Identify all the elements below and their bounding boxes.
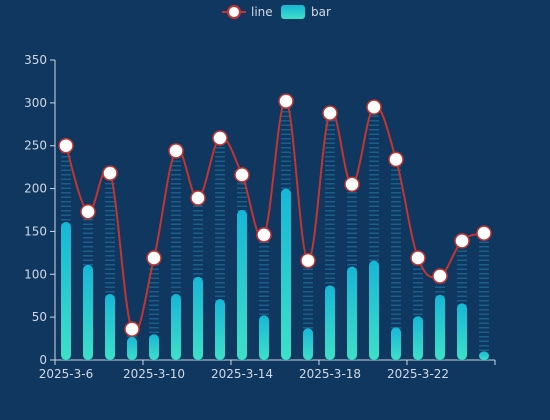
y-axis-ticks: 0 50 100 150 200 250 300 350 xyxy=(24,53,55,367)
line-point[interactable] xyxy=(344,176,360,193)
line-point[interactable] xyxy=(410,250,426,266)
bar-series xyxy=(61,188,489,360)
bar[interactable] xyxy=(149,334,159,360)
line-point[interactable] xyxy=(234,167,250,183)
bar[interactable] xyxy=(303,328,313,360)
bar[interactable] xyxy=(413,316,423,360)
line-point[interactable] xyxy=(168,143,184,159)
legend-label-bar: bar xyxy=(311,5,331,19)
line-point[interactable] xyxy=(256,227,272,243)
line-path xyxy=(65,100,485,333)
bar[interactable] xyxy=(479,351,489,360)
y-tick-label: 0 xyxy=(39,353,47,367)
legend[interactable]: line bar xyxy=(222,5,331,19)
bar[interactable] xyxy=(215,299,225,360)
line-point[interactable] xyxy=(476,225,492,241)
line-series xyxy=(58,93,492,337)
bar[interactable] xyxy=(105,294,115,360)
bar[interactable] xyxy=(193,276,203,360)
bar[interactable] xyxy=(61,222,71,360)
line-point[interactable] xyxy=(124,321,140,337)
bar[interactable] xyxy=(237,210,247,360)
line-point[interactable] xyxy=(278,93,294,109)
line-point[interactable] xyxy=(366,99,382,115)
bar[interactable] xyxy=(281,188,291,360)
line-point[interactable] xyxy=(454,233,470,249)
bar[interactable] xyxy=(127,336,137,360)
legend-item-line[interactable]: line xyxy=(222,5,273,19)
y-tick-label: 350 xyxy=(24,53,47,67)
x-axis-ticks: 2025-3-6 2025-3-10 2025-3-14 2025-3-18 2025-… xyxy=(39,360,496,381)
x-tick-label: 2025-3-18 xyxy=(299,367,361,381)
line-point[interactable] xyxy=(146,250,162,266)
bar[interactable] xyxy=(435,294,445,360)
x-tick-label: 2025-3-6 xyxy=(39,367,93,381)
y-tick-label: 50 xyxy=(32,310,47,324)
y-tick-label: 150 xyxy=(24,224,47,238)
bar[interactable] xyxy=(391,327,401,360)
line-point[interactable] xyxy=(300,252,316,269)
bar[interactable] xyxy=(325,285,335,360)
bar[interactable] xyxy=(83,264,93,360)
line-point[interactable] xyxy=(212,130,228,146)
line-point[interactable] xyxy=(58,137,74,154)
bar[interactable] xyxy=(259,315,269,360)
line-point[interactable] xyxy=(102,165,118,181)
y-tick-label: 200 xyxy=(24,182,47,196)
line-point[interactable] xyxy=(80,203,96,220)
bar[interactable] xyxy=(457,303,467,360)
legend-item-bar[interactable]: bar xyxy=(281,5,331,19)
legend-label-line: line xyxy=(251,5,273,19)
bar[interactable] xyxy=(171,294,181,360)
line-point[interactable] xyxy=(322,105,338,121)
x-tick-label: 2025-3-14 xyxy=(211,367,273,381)
y-tick-label: 100 xyxy=(24,267,47,281)
line-point[interactable] xyxy=(190,190,206,206)
bar[interactable] xyxy=(369,260,379,360)
line-point[interactable] xyxy=(388,151,404,168)
y-tick-label: 250 xyxy=(24,139,47,153)
y-tick-label: 300 xyxy=(24,96,47,110)
line-point[interactable] xyxy=(432,268,448,284)
x-tick-label: 2025-3-22 xyxy=(387,367,449,381)
x-tick-label: 2025-3-10 xyxy=(123,367,185,381)
bar[interactable] xyxy=(347,266,357,360)
